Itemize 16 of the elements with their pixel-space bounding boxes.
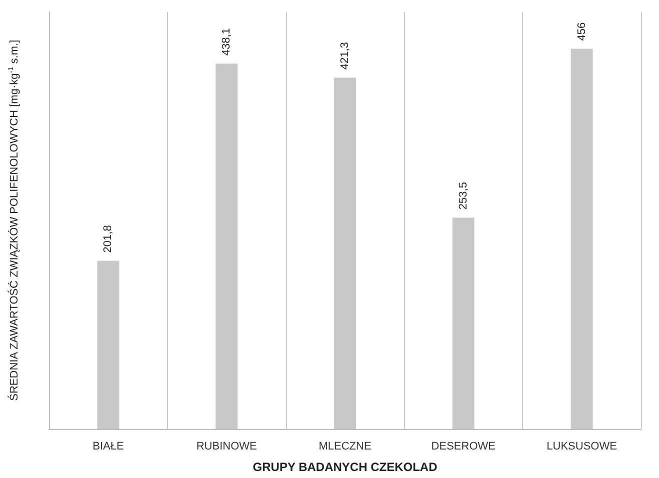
x-tick-label: RUBINOWE [196, 440, 257, 452]
data-label: 201,8 [102, 225, 114, 253]
x-tick-label: DESEROWE [431, 440, 496, 452]
data-label: 438,1 [220, 28, 233, 56]
bar [97, 260, 120, 429]
data-label: 253,5 [457, 182, 470, 210]
bar [334, 78, 356, 429]
x-tick-label: LUKSUSOWE [546, 440, 617, 452]
data-label: 456 [576, 22, 588, 41]
x-tick-label: BIAŁE [92, 440, 124, 452]
bar [216, 64, 238, 429]
data-label: 421,3 [339, 42, 351, 70]
bar [452, 218, 474, 429]
x-axis-title: GRUPY BADANYCH CZEKOLAD [252, 460, 438, 474]
x-tick-label: MLECZNE [318, 440, 372, 452]
bar [570, 48, 593, 429]
